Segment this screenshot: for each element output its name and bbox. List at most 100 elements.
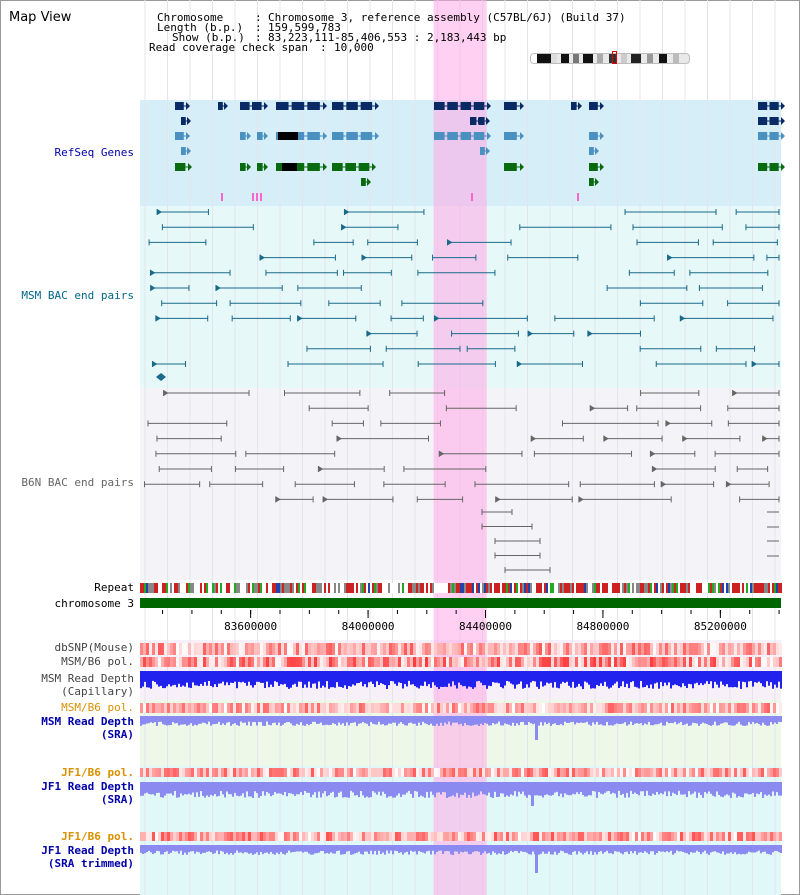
- jf1-depth-sra-bar: [274, 782, 276, 793]
- msm-depth-capillary-bar: [594, 671, 596, 689]
- jf1-depth-sra-bar: [166, 782, 168, 794]
- repeat-block: [712, 583, 714, 593]
- jf1-depth-trimmed-bar: [742, 845, 744, 855]
- jf1-depth-sra-bar: [312, 782, 314, 795]
- jf1-depth-sra-bar: [242, 782, 244, 794]
- jf1-depth-sra-bar: [198, 782, 200, 797]
- repeat-block: [300, 583, 302, 593]
- msm-depth-sra-bar: [632, 716, 634, 726]
- dbsnp-cell: [527, 643, 530, 655]
- jf1-b6-pol2-cell: [440, 832, 443, 841]
- msm-depth-capillary-bar: [648, 671, 650, 689]
- repeat-block: [656, 583, 658, 593]
- msm-depth-capillary-bar: [478, 671, 480, 681]
- gene-exon: [758, 102, 768, 110]
- b6n-bac-arrow: [531, 435, 537, 442]
- jf1-depth-trimmed-bar: [420, 845, 422, 852]
- jf1-depth-sra-bar: [720, 782, 722, 797]
- gene-exon: [252, 102, 262, 110]
- msm-b6-pol-cell: [344, 657, 347, 667]
- msm-depth-sra-bar: [662, 716, 664, 726]
- jf1-depth-trimmed-bar: [526, 845, 528, 853]
- msm-depth-capillary-bar: [316, 671, 318, 689]
- msm-depth-capillary-bar: [242, 671, 244, 682]
- jf1-depth-sra-bar: [746, 782, 748, 794]
- msm-depth-sra-bar: [760, 716, 762, 726]
- msm-depth-sra-bar: [180, 716, 182, 725]
- label-msm-depth-sra[interactable]: MSM Read Depth: [41, 715, 134, 728]
- dbsnp-cell: [392, 643, 395, 655]
- label-jf1-b6-pol-1[interactable]: JF1/B6 pol.: [61, 766, 134, 779]
- repeat-block: [652, 583, 654, 593]
- jf1-b6-pol2-cell: [371, 832, 374, 841]
- jf1-depth-sra-bar: [748, 782, 750, 795]
- jf1-depth-sra-bar: [232, 782, 234, 797]
- msm-b6-pol-cell: [428, 657, 431, 667]
- msm-b6-pol-cell: [395, 657, 398, 667]
- label-msm-b6-pol-2[interactable]: MSM/B6 pol.: [61, 701, 134, 714]
- label-msm-depth-capillary[interactable]: MSM Read Depth: [41, 672, 134, 685]
- msm-b6-pol2-cell: [677, 703, 680, 713]
- jf1-depth-sra-bar: [652, 782, 654, 794]
- dbsnp-cell: [458, 643, 461, 655]
- msm-b6-pol-cell: [584, 657, 587, 667]
- b6n-bac-arrow: [682, 435, 688, 442]
- msm-depth-capillary-bar: [366, 671, 368, 688]
- jf1-b6-pol2-cell: [623, 832, 626, 841]
- chromosome-ideogram[interactable]: [530, 53, 690, 64]
- jf1-depth-trimmed-bar: [146, 845, 148, 853]
- jf1-depth-sra-bar: [176, 782, 178, 798]
- msm-b6-pol-cell: [425, 657, 428, 667]
- msm-b6-pol-cell: [152, 657, 155, 667]
- label-jf1-depth-trimmed[interactable]: JF1 Read Depth: [41, 844, 134, 857]
- label-refseq-genes[interactable]: RefSeq Genes: [54, 146, 134, 159]
- msm-depth-capillary-bar: [318, 671, 320, 682]
- label-jf1-depth-sra[interactable]: JF1 Read Depth: [41, 780, 134, 793]
- repeat-block: [272, 583, 274, 593]
- msm-depth-capillary-bar: [450, 671, 452, 687]
- gene-exon: [504, 163, 517, 171]
- msm-b6-pol2-cell: [590, 703, 593, 713]
- jf1-depth-sra-bar: [300, 782, 302, 793]
- label-msm-bac[interactable]: MSM BAC end pairs: [21, 289, 134, 302]
- gene-exon: [291, 102, 305, 110]
- label-dbsnp[interactable]: dbSNP(Mouse): [54, 641, 134, 654]
- gene-exon: [307, 163, 320, 171]
- msm-depth-sra-bar: [340, 716, 342, 725]
- jf1-b6-pol-cell: [221, 768, 224, 777]
- msm-b6-pol2-cell: [158, 703, 161, 713]
- jf1-depth-sra-bar: [534, 782, 536, 796]
- repeat-block: [232, 583, 234, 593]
- msm-b6-pol-cell: [167, 657, 170, 667]
- jf1-b6-pol-cell: [470, 768, 473, 777]
- msm-b6-pol-cell: [776, 657, 779, 667]
- jf1-depth-trimmed-bar: [504, 845, 506, 855]
- dbsnp-cell: [188, 643, 191, 655]
- jf1-b6-pol2-cell: [446, 832, 449, 841]
- jf1-b6-pol-cell: [287, 768, 290, 777]
- jf1-depth-trimmed-bar: [658, 845, 660, 851]
- msm-b6-pol2-cell: [695, 703, 698, 713]
- label-msm-b6-pol-1[interactable]: MSM/B6 pol.: [61, 655, 134, 668]
- jf1-depth-trimmed-bar: [354, 845, 356, 854]
- dbsnp-cell: [767, 643, 770, 655]
- jf1-depth-sra-bar: [770, 782, 772, 797]
- jf1-depth-sra-bar: [768, 782, 770, 795]
- msm-depth-capillary-bar: [262, 671, 264, 683]
- dbsnp-cell: [221, 643, 224, 655]
- label-jf1-b6-pol-2[interactable]: JF1/B6 pol.: [61, 830, 134, 843]
- msm-depth-capillary-bar: [290, 671, 292, 688]
- repeat-block: [556, 583, 558, 593]
- jf1-depth-trimmed-bar: [436, 845, 438, 852]
- msm-b6-pol-cell: [554, 657, 557, 667]
- jf1-depth-trimmed-bar: [142, 845, 144, 854]
- msm-b6-pol2-cell: [581, 703, 584, 713]
- msm-depth-sra-bar: [488, 716, 490, 726]
- dbsnp-cell: [551, 643, 554, 655]
- jf1-depth-sra-bar: [638, 782, 640, 796]
- label-b6n-bac[interactable]: B6N BAC end pairs: [21, 476, 134, 489]
- repeat-block: [742, 583, 744, 593]
- msm-depth-sra-bar: [344, 716, 346, 726]
